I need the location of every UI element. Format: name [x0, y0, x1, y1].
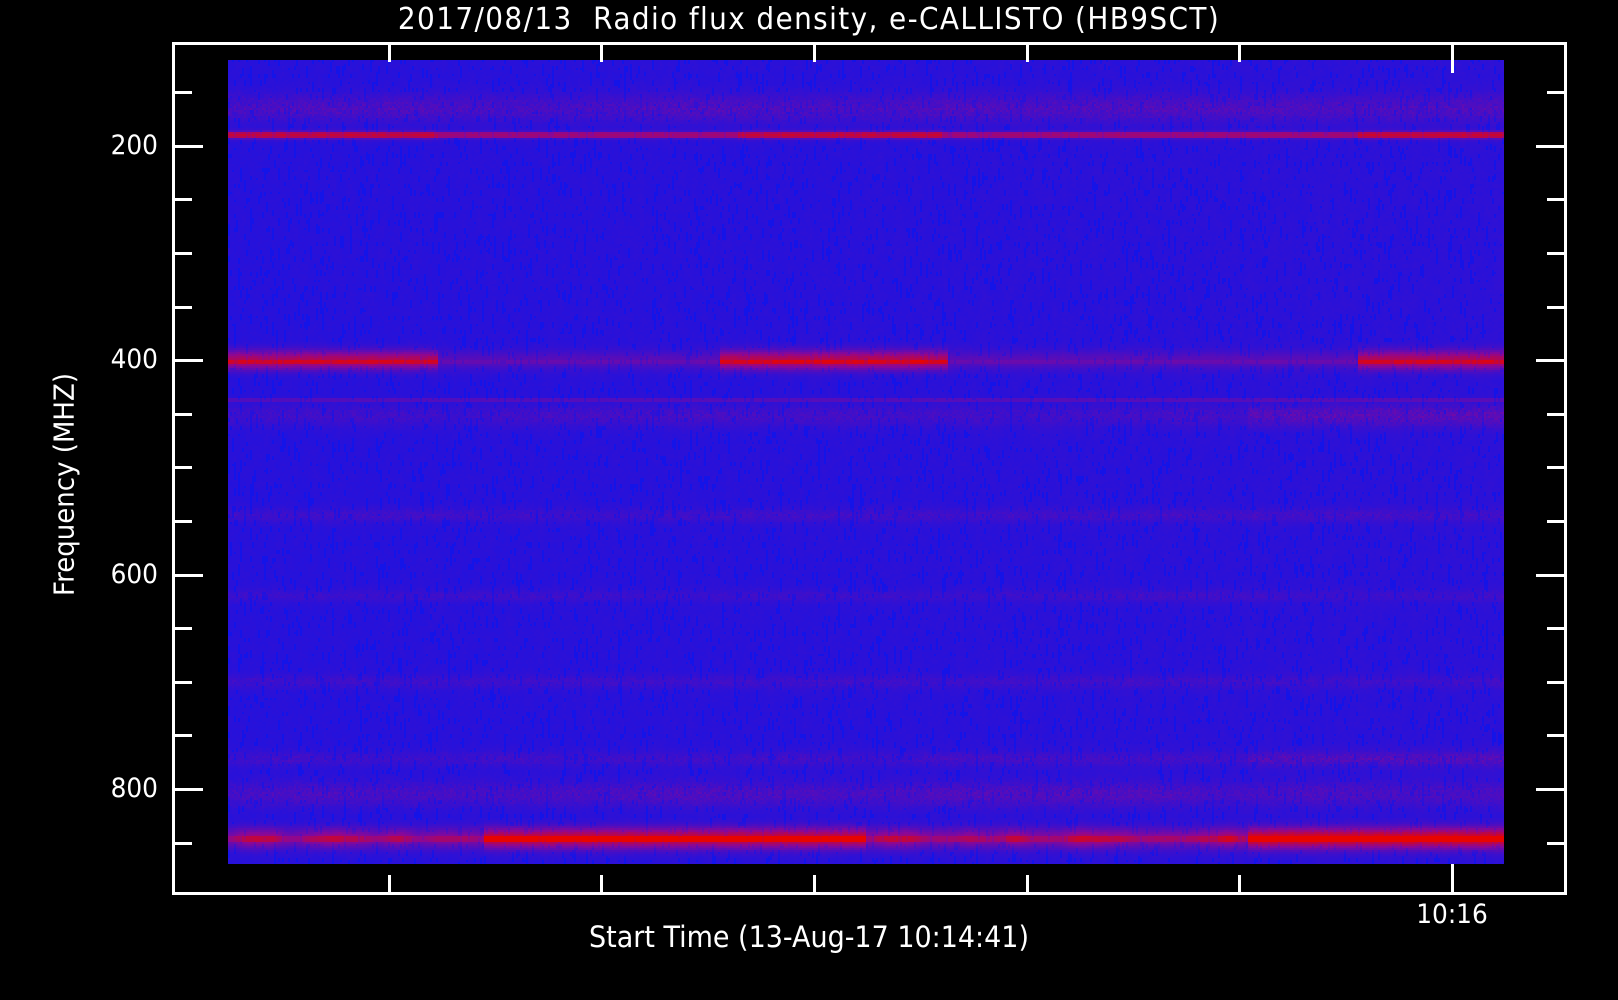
y-tick-450-minor: [175, 413, 192, 416]
y-tick-350-minor: [175, 306, 192, 309]
y-tick-label-400: 400: [110, 344, 158, 375]
y-tick-label-600: 600: [110, 559, 158, 590]
y-tick-right-500-minor: [1547, 466, 1564, 469]
x-tick-16-major: [1451, 864, 1454, 892]
x-tick-14-minor: [1026, 875, 1029, 892]
x-tick-12-minor: [600, 875, 603, 892]
y-tick-label-200: 200: [110, 130, 158, 161]
y-tick-right-550-minor: [1547, 520, 1564, 523]
y-tick-right-300-minor: [1547, 252, 1564, 255]
y-tick-200-major: [175, 145, 203, 148]
y-tick-right-250-minor: [1547, 198, 1564, 201]
y-tick-700-minor: [175, 681, 192, 684]
x-tick-label-10:16: 10:16: [1416, 899, 1488, 930]
x-tick-top-15-minor: [1238, 45, 1241, 62]
y-tick-800-major: [175, 788, 203, 791]
y-tick-label-800: 800: [110, 773, 158, 804]
x-tick-top-16-major: [1451, 45, 1454, 73]
y-tick-250-minor: [175, 198, 192, 201]
y-tick-750-minor: [175, 734, 192, 737]
y-tick-right-150-minor: [1547, 91, 1564, 94]
x-tick-top-13-minor: [813, 45, 816, 62]
y-tick-right-400-major: [1536, 359, 1564, 362]
y-tick-500-minor: [175, 466, 192, 469]
x-tick-top-14-minor: [1026, 45, 1029, 62]
y-tick-550-minor: [175, 520, 192, 523]
x-tick-top-12-minor: [600, 45, 603, 62]
y-tick-right-650-minor: [1547, 627, 1564, 630]
spectrogram-image: [228, 60, 1504, 864]
x-tick-13-minor: [813, 875, 816, 892]
y-tick-850-minor: [175, 842, 192, 845]
y-tick-650-minor: [175, 627, 192, 630]
x-tick-15-minor: [1238, 875, 1241, 892]
y-tick-400-major: [175, 359, 203, 362]
y-tick-right-350-minor: [1547, 306, 1564, 309]
y-tick-150-minor: [175, 91, 192, 94]
y-tick-right-600-major: [1536, 574, 1564, 577]
y-tick-right-750-minor: [1547, 734, 1564, 737]
y-tick-right-800-major: [1536, 788, 1564, 791]
x-axis-title: Start Time (13-Aug-17 10:14:41): [589, 920, 1029, 954]
y-tick-right-700-minor: [1547, 681, 1564, 684]
y-tick-right-450-minor: [1547, 413, 1564, 416]
y-tick-right-850-minor: [1547, 842, 1564, 845]
y-axis-title: Frequency (MHZ): [47, 373, 81, 597]
figure-title: 2017/08/13 Radio flux density, e-CALLIST…: [397, 2, 1221, 37]
y-tick-right-200-major: [1536, 145, 1564, 148]
x-tick-top-11-minor: [388, 45, 391, 62]
y-tick-600-major: [175, 574, 203, 577]
x-tick-11-minor: [388, 875, 391, 892]
y-tick-300-minor: [175, 252, 192, 255]
